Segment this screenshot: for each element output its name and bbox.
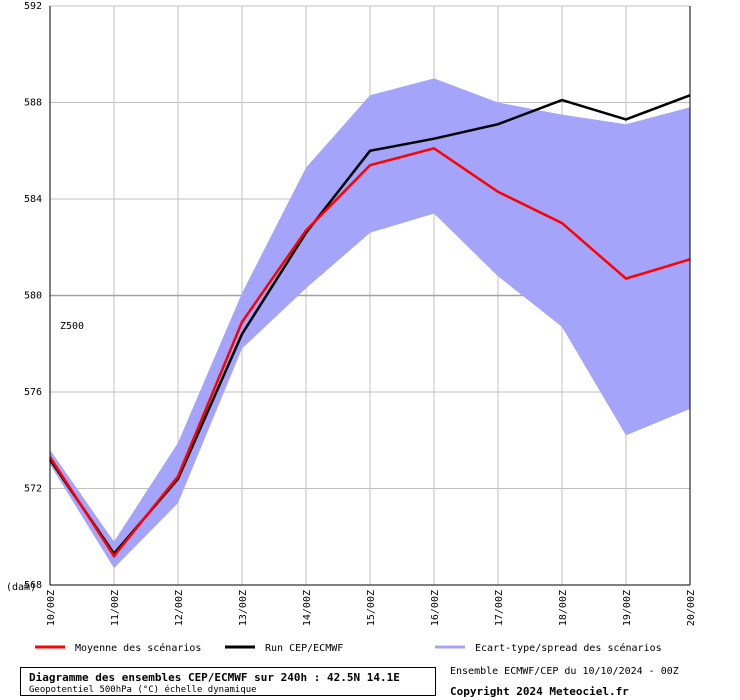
footer-title: Diagramme des ensembles CEP/ECMWF sur 24… bbox=[29, 671, 400, 684]
x-tick-label: 14/00Z bbox=[302, 590, 313, 626]
spread-band-area bbox=[50, 78, 690, 569]
y-axis-label: (dam) bbox=[6, 582, 36, 593]
y-tick-label: 584 bbox=[24, 194, 42, 205]
legend-item-run-label: Run CEP/ECMWF bbox=[265, 643, 343, 654]
x-tick-label: 10/00Z bbox=[46, 590, 57, 626]
y-tick-label: 588 bbox=[24, 98, 42, 109]
variable-annotation: Z500 bbox=[60, 321, 84, 332]
x-tick-labels: 10/00Z 11/00Z 12/00Z 13/00Z 14/00Z 15/00Z 16/0… bbox=[46, 590, 697, 626]
copyright: Copyright 2024 Meteociel.fr bbox=[450, 685, 629, 698]
footer-subtitle: Geopotentiel 500hPa (°C) échelle dynamiq… bbox=[29, 685, 257, 695]
ensemble-chart: 568 572 576 580 584 588 592 10/00Z 11/00Z 12/00Z… bbox=[6, 1, 697, 654]
x-tick-label: 20/00Z bbox=[686, 590, 697, 626]
x-tick-label: 17/00Z bbox=[494, 590, 505, 626]
x-tick-label: 12/00Z bbox=[174, 590, 185, 626]
x-tick-label: 11/00Z bbox=[110, 590, 121, 626]
chart-axes bbox=[49, 6, 691, 586]
y-tick-labels: 568 572 576 580 584 588 592 bbox=[24, 1, 42, 591]
x-tick-label: 18/00Z bbox=[558, 590, 569, 626]
y-tick-label: 592 bbox=[24, 1, 42, 12]
run-info: Ensemble ECMWF/CEP du 10/10/2024 - 00Z bbox=[450, 666, 679, 677]
series-line-mean bbox=[48, 146, 691, 559]
x-tick-label: 13/00Z bbox=[238, 590, 249, 626]
spread-band bbox=[50, 78, 690, 569]
legend: Moyenne des scénarios Run CEP/ECMWF Ecart-… bbox=[35, 642, 662, 654]
series-lines bbox=[48, 94, 691, 559]
x-tick-label: 19/00Z bbox=[622, 590, 633, 626]
y-tick-label: 576 bbox=[24, 387, 42, 398]
y-tick-label: 568 bbox=[24, 580, 42, 591]
legend-item-spread-label: Ecart-type/spread des scénarios bbox=[475, 642, 662, 654]
legend-item-mean-label: Moyenne des scénarios bbox=[75, 642, 201, 654]
x-tick-label: 16/00Z bbox=[430, 590, 441, 626]
y-tick-label: 580 bbox=[24, 291, 42, 302]
x-tick-label: 15/00Z bbox=[366, 590, 377, 626]
y-tick-label: 572 bbox=[24, 484, 42, 495]
footer-title-box: Diagramme des ensembles CEP/ECMWF sur 24… bbox=[20, 667, 436, 696]
